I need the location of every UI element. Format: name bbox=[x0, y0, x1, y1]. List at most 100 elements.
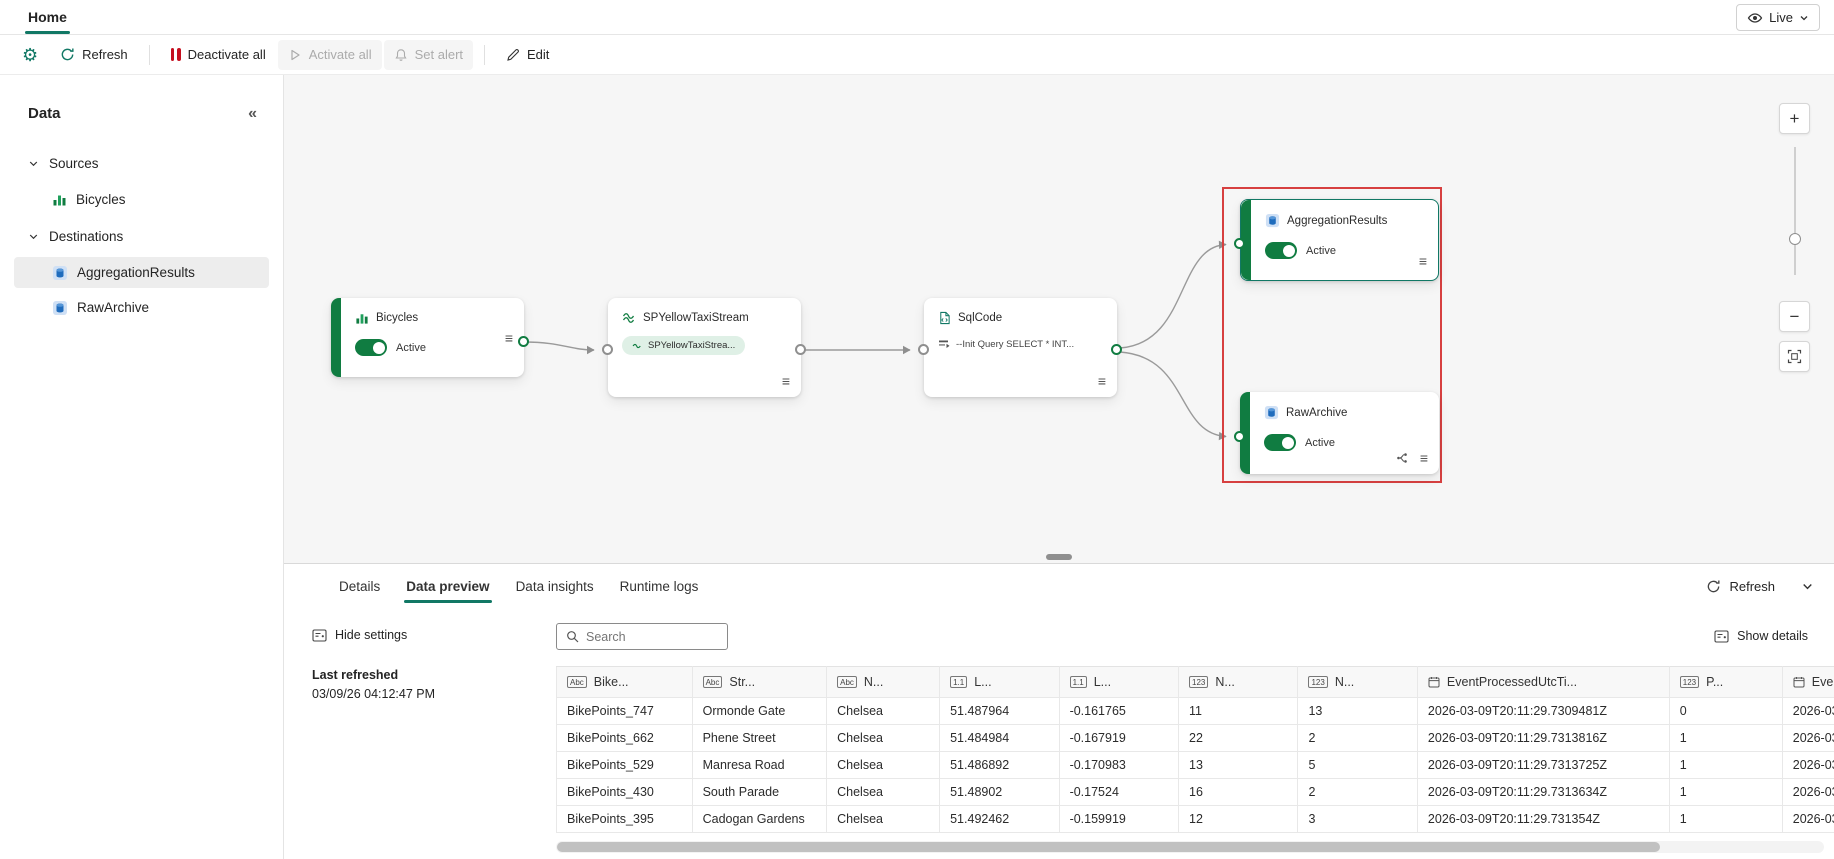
scrollbar-thumb[interactable] bbox=[557, 842, 1661, 852]
column-header[interactable]: Abc Str... bbox=[692, 666, 828, 698]
node-rawarchive[interactable]: RawArchive Active ≡ bbox=[1240, 392, 1439, 474]
column-header[interactable]: 123 P... bbox=[1669, 666, 1783, 698]
calendar-icon bbox=[1793, 677, 1805, 688]
tree-item-rawarchive[interactable]: RawArchive bbox=[14, 292, 269, 323]
type-badge-int: 123 bbox=[1679, 676, 1700, 688]
column-header[interactable]: 123 N... bbox=[1297, 666, 1418, 698]
tab-data-insights[interactable]: Data insights bbox=[503, 564, 607, 608]
branch-icon[interactable] bbox=[1396, 452, 1408, 464]
settings-button[interactable]: ⚙ bbox=[12, 40, 48, 70]
connector-port[interactable] bbox=[1111, 344, 1122, 355]
zoom-in-button[interactable]: + bbox=[1779, 103, 1810, 134]
fit-to-screen-icon bbox=[1787, 349, 1802, 364]
tab-home[interactable]: Home bbox=[22, 0, 73, 34]
fit-to-screen-button[interactable] bbox=[1779, 341, 1810, 372]
node-sqlcode[interactable]: SqlCode --Init Query SELECT * INT... ≡ bbox=[924, 298, 1117, 397]
table-cell: BikePoints_662 bbox=[556, 724, 693, 752]
eye-icon bbox=[1747, 10, 1763, 26]
bar-chart-icon bbox=[52, 192, 67, 207]
chevron-down-icon bbox=[28, 158, 39, 169]
column-header[interactable]: 123 N... bbox=[1178, 666, 1299, 698]
settings-panel-icon bbox=[312, 628, 327, 642]
collapse-panel-icon[interactable]: « bbox=[248, 104, 257, 122]
node-spyellowtaxistream[interactable]: SPYellowTaxiStream SPYellowTaxiStrea... … bbox=[608, 298, 801, 397]
edit-button[interactable]: Edit bbox=[496, 40, 559, 70]
status-label: Active bbox=[1305, 436, 1335, 449]
active-toggle[interactable] bbox=[1265, 242, 1297, 259]
node-aggregationresults[interactable]: AggregationResults Active ≡ bbox=[1240, 199, 1439, 281]
column-label: Bike... bbox=[593, 675, 629, 689]
connector-port[interactable] bbox=[1234, 431, 1245, 442]
kql-database-icon bbox=[52, 300, 68, 316]
tree-section-sources[interactable]: Sources bbox=[0, 146, 283, 180]
search-input[interactable] bbox=[586, 629, 718, 644]
hide-settings-button[interactable]: Hide settings bbox=[312, 628, 556, 642]
node-menu-icon[interactable]: ≡ bbox=[1418, 253, 1427, 269]
node-menu-icon[interactable]: ≡ bbox=[1097, 373, 1106, 389]
table-cell: South Parade bbox=[692, 778, 828, 806]
collapse-bottom-panel-icon[interactable] bbox=[1801, 580, 1814, 593]
tab-data-preview[interactable]: Data preview bbox=[393, 564, 502, 608]
toolbar: ⚙ Refresh Deactivate all Activate all Se… bbox=[0, 35, 1834, 75]
connector-port[interactable] bbox=[795, 344, 806, 355]
active-stripe bbox=[1240, 392, 1250, 474]
tab-label: Runtime logs bbox=[619, 578, 699, 594]
node-menu-icon[interactable]: ≡ bbox=[781, 373, 790, 389]
horizontal-scrollbar bbox=[556, 841, 1824, 853]
live-label: Live bbox=[1769, 10, 1793, 25]
stream-icon bbox=[622, 311, 636, 325]
last-refreshed-label: Last refreshed bbox=[312, 668, 399, 682]
show-details-button[interactable]: Show details bbox=[1714, 629, 1808, 643]
set-alert-button[interactable]: Set alert bbox=[383, 39, 474, 70]
column-header[interactable]: EventProcessedUtcTi... bbox=[1417, 666, 1670, 698]
refresh-button[interactable]: Refresh bbox=[50, 40, 138, 70]
tree-section-destinations[interactable]: Destinations bbox=[0, 219, 283, 253]
node-menu-icon[interactable]: ≡ bbox=[1419, 450, 1428, 466]
top-tab-bar: Home Live bbox=[0, 0, 1834, 35]
tree-item-bicycles[interactable]: Bicycles bbox=[14, 184, 269, 215]
stream-badge[interactable]: SPYellowTaxiStrea... bbox=[622, 336, 746, 355]
tab-label: Data preview bbox=[406, 578, 490, 594]
type-badge-decimal: 1.1 bbox=[950, 676, 968, 688]
data-preview-area: Show details AbcBike...AbcStr...AbcN...1… bbox=[556, 608, 1834, 859]
column-header[interactable]: Abc N... bbox=[826, 666, 941, 698]
active-toggle[interactable] bbox=[1264, 434, 1296, 451]
column-header[interactable]: 1.1 L... bbox=[1059, 666, 1180, 698]
tab-details[interactable]: Details bbox=[326, 564, 393, 608]
chevron-down-icon bbox=[1799, 13, 1809, 23]
node-bicycles[interactable]: Bicycles Active ≡ bbox=[331, 298, 524, 377]
details-panel-icon bbox=[1714, 629, 1729, 643]
set-alert-label: Set alert bbox=[414, 47, 464, 62]
status-label: Active bbox=[396, 341, 426, 354]
column-header[interactable]: 1.1 L... bbox=[939, 666, 1060, 698]
deactivate-all-button[interactable]: Deactivate all bbox=[161, 40, 276, 70]
column-label: P... bbox=[1706, 675, 1724, 689]
activate-all-button[interactable]: Activate all bbox=[277, 39, 382, 70]
table-cell: BikePoints_430 bbox=[556, 778, 693, 806]
table-cell: Cadogan Gardens bbox=[692, 805, 828, 833]
active-toggle[interactable] bbox=[355, 339, 387, 356]
zoom-out-button[interactable]: − bbox=[1779, 301, 1810, 332]
panel-resize-handle[interactable] bbox=[1046, 554, 1072, 560]
preview-refresh-button[interactable]: Refresh bbox=[1706, 579, 1775, 594]
connector-port[interactable] bbox=[518, 336, 529, 347]
connector-port[interactable] bbox=[1234, 238, 1245, 249]
bottom-panel-tabs: Details Data preview Data insights Runti… bbox=[284, 564, 1834, 608]
type-badge-int: 123 bbox=[1308, 676, 1328, 688]
connector-port[interactable] bbox=[602, 344, 613, 355]
column-header[interactable]: EventEnq... bbox=[1782, 666, 1834, 698]
search-box bbox=[556, 623, 728, 650]
connector-port[interactable] bbox=[918, 344, 929, 355]
column-header[interactable]: Abc Bike... bbox=[556, 666, 693, 698]
data-tree: Sources Bicycles Destinations bbox=[0, 146, 283, 323]
column-label: EventEnq... bbox=[1811, 675, 1834, 689]
zoom-slider-handle[interactable] bbox=[1789, 233, 1801, 245]
node-menu-icon[interactable]: ≡ bbox=[504, 329, 513, 346]
live-mode-dropdown[interactable]: Live bbox=[1736, 4, 1820, 31]
preview-refresh-label: Refresh bbox=[1729, 578, 1775, 594]
tab-runtime-logs[interactable]: Runtime logs bbox=[607, 564, 712, 608]
bottom-panel: Details Data preview Data insights Runti… bbox=[284, 563, 1834, 859]
table-cell: BikePoints_529 bbox=[556, 751, 693, 779]
tree-item-aggregationresults[interactable]: AggregationResults bbox=[14, 257, 269, 288]
